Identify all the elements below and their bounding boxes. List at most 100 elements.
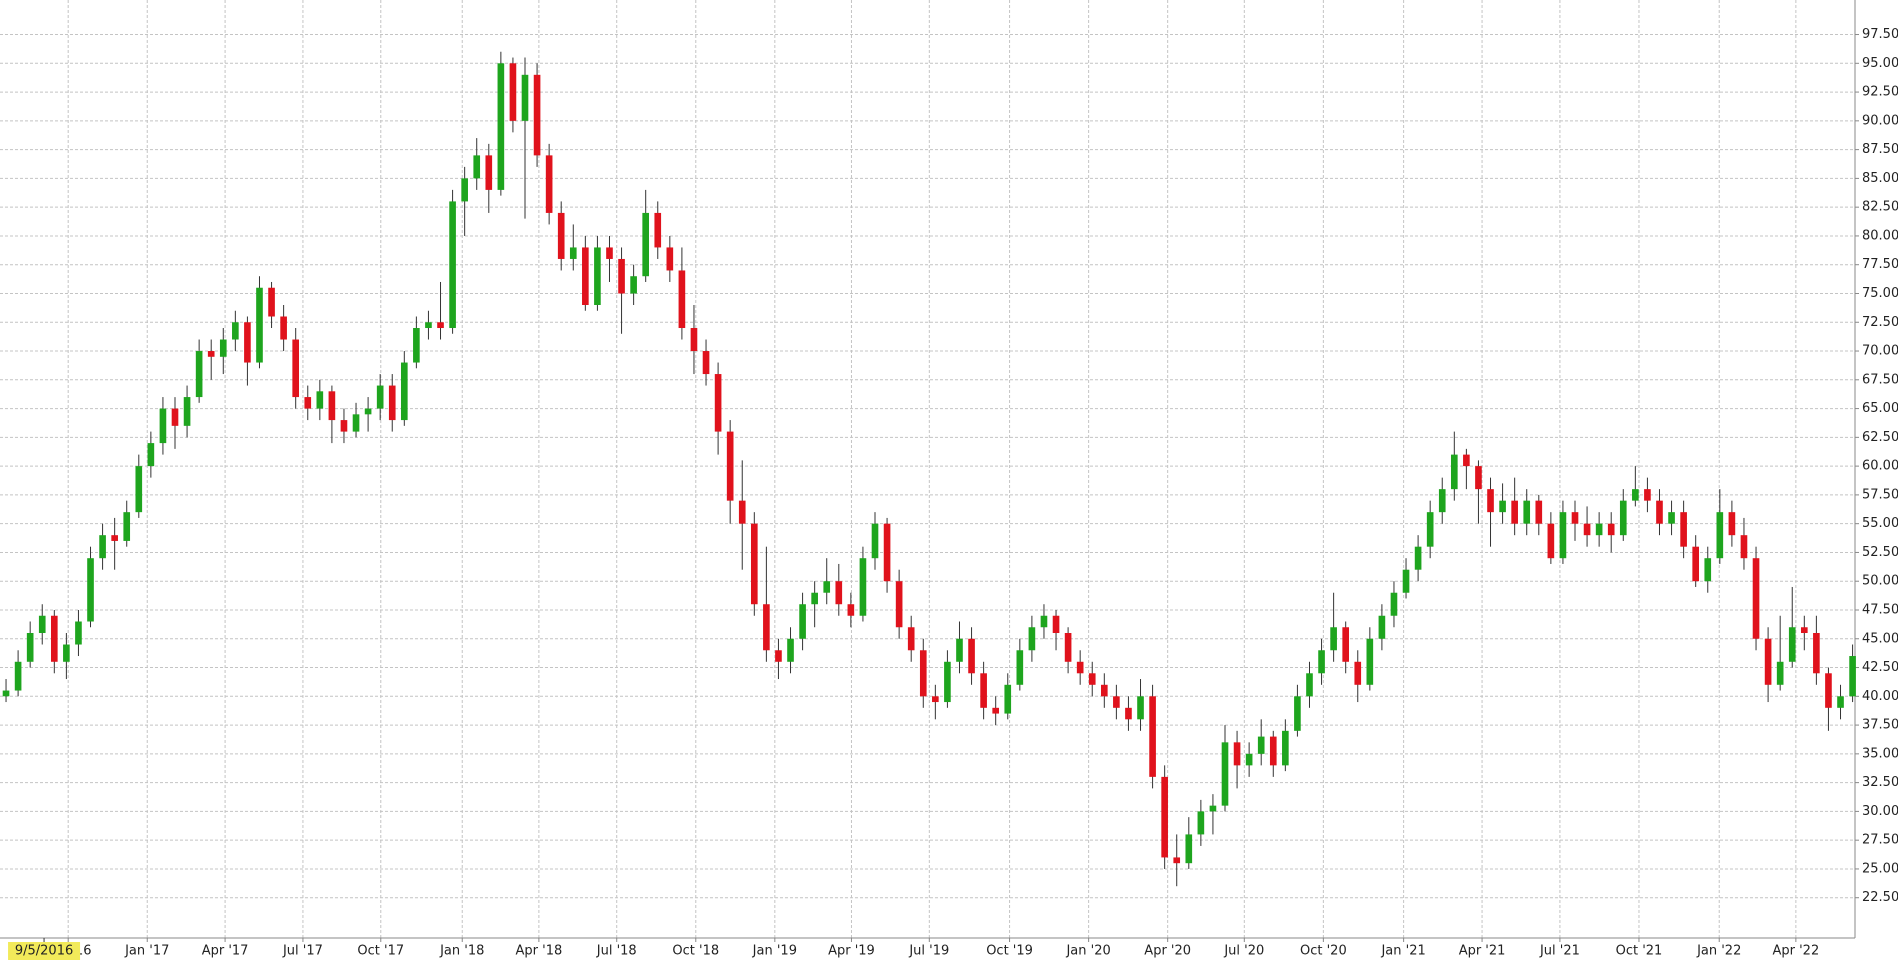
candle-body: [787, 638, 794, 662]
candle-body: [219, 339, 227, 357]
candle-body: [256, 287, 263, 363]
candle-body: [1450, 454, 1458, 490]
candle-body: [26, 633, 34, 662]
y-tick-label: 62.50: [1862, 430, 1898, 445]
candle-body: [956, 638, 963, 662]
candle-body: [1197, 811, 1205, 835]
candle-body: [1330, 627, 1337, 651]
candle-body: [244, 322, 251, 363]
candle-body: [497, 63, 505, 190]
y-tick-label: 92.50: [1862, 85, 1898, 100]
candle-body: [1523, 500, 1531, 524]
axis-labels: 22.50 25.00 27.50 30.00 32.50 35.00 37.50 40.00…: [8, 27, 1898, 960]
candle-body: [1535, 500, 1543, 524]
candle-body: [1680, 512, 1687, 547]
grid: [0, 0, 1859, 942]
candle-body: [1318, 650, 1325, 674]
candle-body: [1161, 776, 1168, 858]
y-tick-label: 30.00: [1862, 804, 1898, 819]
candle-body: [1282, 730, 1289, 766]
x-tick-label: Jul '17: [282, 944, 323, 959]
y-tick-label: 72.50: [1862, 315, 1898, 330]
y-tick-label: 22.50: [1862, 890, 1898, 905]
x-tick-label: Oct '17: [357, 944, 404, 959]
candle-body: [1390, 592, 1398, 616]
x-tick-label: Jul '18: [596, 944, 637, 959]
candle-body: [425, 322, 432, 329]
candle-body: [352, 414, 360, 432]
candle-body: [582, 247, 589, 305]
x-tick-label: Jan '21: [1380, 944, 1425, 959]
candle-body: [1632, 489, 1639, 501]
candle-body: [14, 661, 22, 691]
candle-body: [1028, 627, 1036, 651]
candle-body: [159, 408, 167, 444]
candle-body: [1800, 627, 1808, 634]
candle-body: [50, 615, 58, 662]
y-tick-label: 47.50: [1862, 602, 1898, 617]
y-tick-label: 77.50: [1862, 257, 1898, 272]
candle-body: [75, 621, 82, 645]
candle-body: [1052, 615, 1060, 634]
candle-body: [1487, 489, 1494, 513]
candle-body: [1571, 512, 1579, 524]
y-tick-label: 80.00: [1862, 228, 1898, 243]
candle-body: [932, 696, 939, 703]
candle-body: [1740, 535, 1748, 559]
candle-body: [292, 339, 300, 398]
candle-body: [690, 328, 698, 352]
candle-body: [1137, 696, 1144, 720]
candle-body: [1209, 805, 1217, 812]
y-tick-label: 25.00: [1862, 861, 1898, 876]
candle-body: [1559, 512, 1567, 559]
candle-body: [1499, 500, 1506, 513]
x-tick-label: Apr '18: [516, 944, 563, 959]
candle-body: [666, 247, 674, 271]
y-tick-label: 40.00: [1862, 689, 1898, 704]
candle-body: [799, 604, 806, 639]
candle-body: [1704, 558, 1712, 582]
candle-body: [1776, 661, 1784, 685]
candle-body: [1475, 466, 1482, 490]
candle-body: [340, 420, 348, 432]
candle-body: [2, 690, 10, 697]
candle-body: [1438, 489, 1446, 513]
candle-body: [835, 581, 843, 605]
y-tick-label: 37.50: [1862, 718, 1898, 733]
candle-body: [569, 247, 577, 259]
x-tick-label: Jan '17: [124, 944, 169, 959]
candle-body: [1378, 615, 1386, 639]
candle-body: [594, 247, 601, 305]
x-tick-label: Oct '18: [672, 944, 719, 959]
candle-body: [388, 385, 396, 421]
candle-body: [364, 408, 372, 415]
candle-body: [618, 258, 625, 294]
candle-body: [316, 391, 324, 409]
x-tick-label: Jul '19: [908, 944, 949, 959]
y-tick-label: 90.00: [1862, 113, 1898, 128]
candle-body: [992, 707, 1000, 714]
candle-body: [919, 650, 927, 697]
candle-body: [726, 431, 734, 501]
x-tick-label: Jan '20: [1065, 944, 1110, 959]
candle-body: [207, 351, 215, 357]
candle-body: [473, 155, 481, 179]
y-tick-label: 35.00: [1862, 746, 1898, 761]
candle-body: [1837, 696, 1844, 708]
candle-body: [1426, 512, 1434, 547]
candle-body: [111, 535, 118, 541]
candle-body: [135, 466, 143, 513]
candle-body: [437, 322, 444, 329]
candle-body: [1064, 633, 1072, 662]
candle-body: [195, 351, 203, 398]
candle-body: [1716, 512, 1724, 559]
candle-body: [642, 212, 650, 277]
candle-body: [413, 328, 420, 363]
x-tick-label: Jan '19: [752, 944, 797, 959]
candle-body: [449, 201, 456, 329]
candle-body: [1016, 650, 1024, 685]
candle-body: [1088, 673, 1096, 685]
candle-body: [968, 638, 975, 674]
candle-body: [1040, 615, 1048, 628]
candle-body: [183, 397, 191, 426]
